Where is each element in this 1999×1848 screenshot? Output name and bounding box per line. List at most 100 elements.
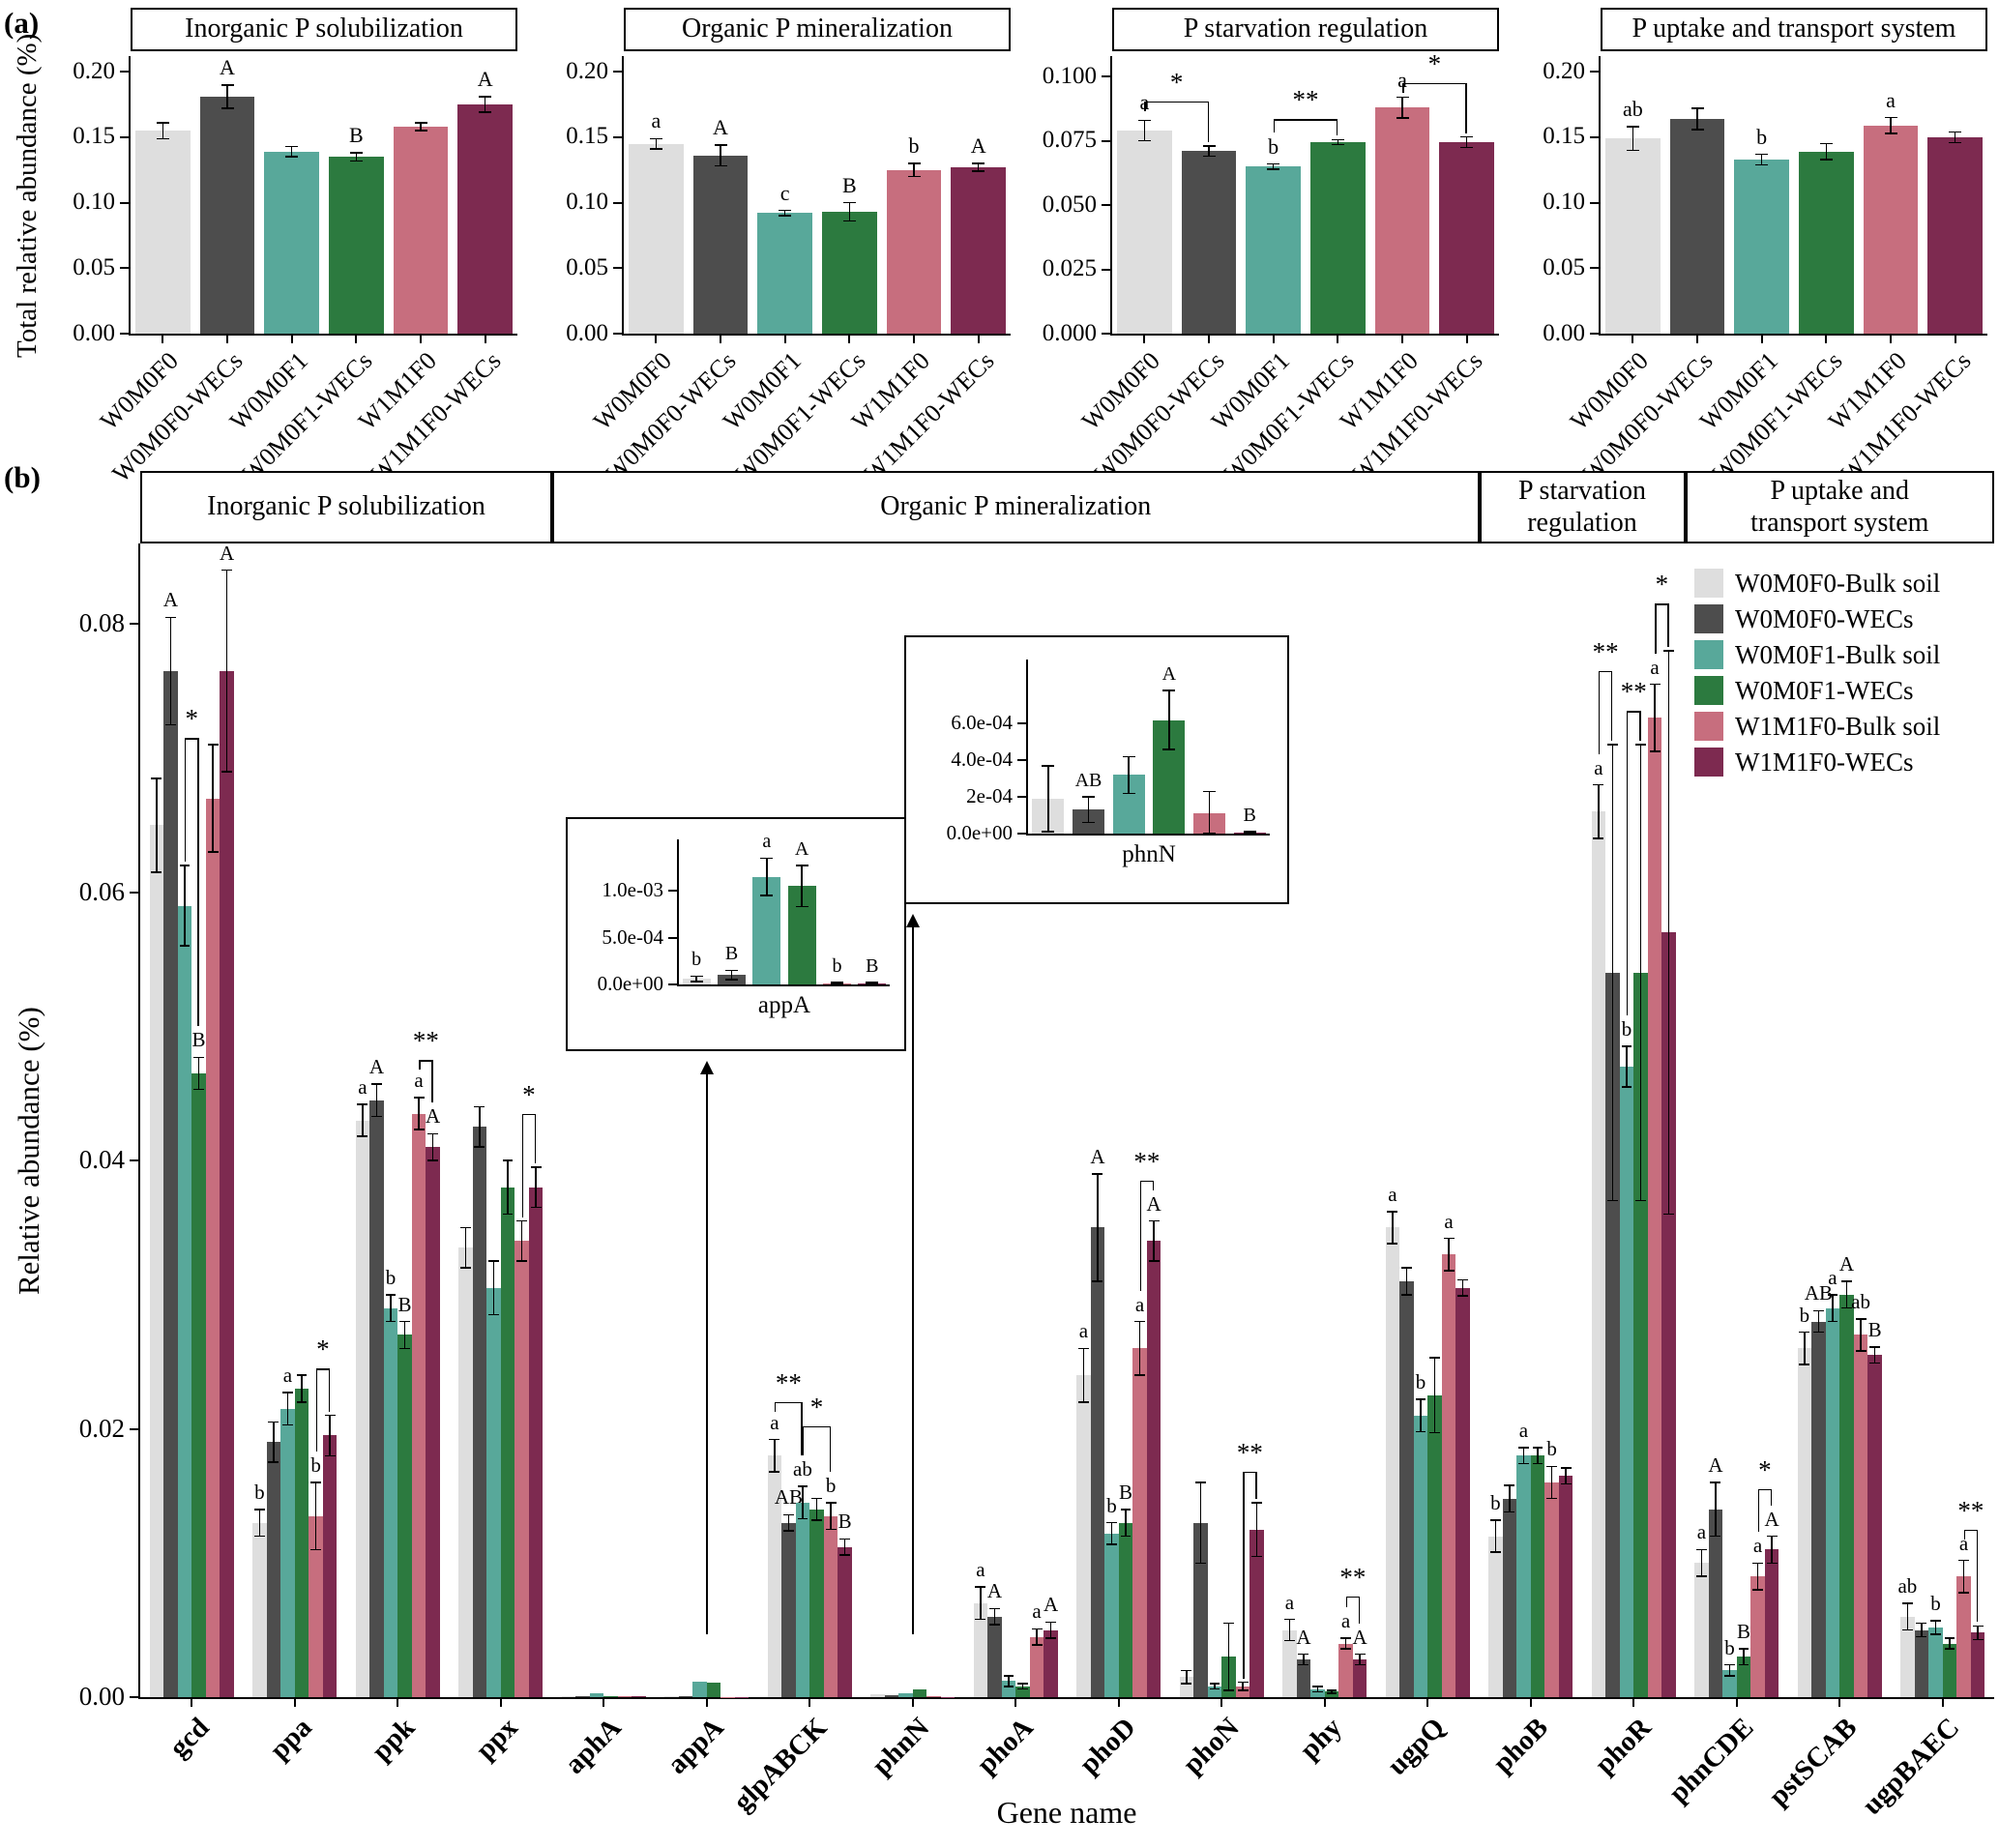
error-bar — [1153, 1220, 1155, 1262]
x-axis — [138, 1697, 1994, 1699]
error-bar-cap — [1003, 1686, 1014, 1687]
error-bar — [1654, 684, 1656, 752]
error-bar-cap — [1251, 1502, 1263, 1504]
error-bar-cap — [1460, 146, 1474, 149]
error-bar — [871, 983, 873, 984]
error-bar-cap — [866, 983, 879, 985]
error-bar-cap — [1251, 1555, 1263, 1558]
sig-letter: a — [1696, 1520, 1707, 1544]
legend-label: W0M0F0-Bulk soil — [1735, 569, 1941, 598]
error-bar — [1626, 1046, 1628, 1087]
error-bar-cap — [1752, 1562, 1764, 1565]
bar — [1928, 1627, 1943, 1697]
error-bar — [1316, 1686, 1319, 1692]
sig-letter: A — [1161, 663, 1177, 686]
sig-letter: B — [866, 955, 879, 978]
error-bar — [390, 1294, 392, 1322]
arrow-line-icon — [911, 925, 914, 1634]
error-bar — [1049, 1622, 1052, 1638]
error-bar-cap — [1203, 833, 1216, 835]
error-bar-cap — [1209, 1683, 1220, 1685]
error-bar-cap — [1387, 1243, 1398, 1245]
x-tick-label: phoB — [1486, 1712, 1554, 1779]
sig-bracket — [1655, 603, 1657, 654]
sig-letter: A — [220, 54, 235, 79]
sig-label: ** — [1339, 1562, 1367, 1592]
error-bar — [1728, 1664, 1731, 1676]
bar — [528, 1187, 544, 1697]
error-bar-cap — [1819, 142, 1833, 145]
error-bar-cap — [1518, 1462, 1529, 1465]
error-bar-cap — [825, 1502, 837, 1504]
error-bar-cap — [282, 1423, 293, 1426]
x-tick — [808, 1699, 811, 1707]
bar — [692, 1682, 707, 1697]
y-tick-label: 5.0e-04 — [602, 924, 663, 949]
error-bar — [1392, 1211, 1394, 1245]
sig-letter: a — [1886, 87, 1896, 112]
legend-label: W0M0F1-Bulk soil — [1735, 640, 1941, 669]
error-bar-cap — [1504, 1511, 1515, 1513]
section-header: P uptake and transport system — [1685, 471, 1994, 543]
sig-bracket — [184, 738, 187, 862]
y-tick-label: 0.050 — [1042, 191, 1097, 218]
y-tick — [668, 890, 677, 893]
error-bar-cap — [1396, 117, 1409, 119]
y-tick — [1102, 204, 1110, 207]
error-bar-cap — [516, 1219, 528, 1222]
error-bar-cap — [310, 1548, 322, 1551]
bar — [486, 1287, 501, 1697]
error-bar — [1008, 1675, 1010, 1687]
error-bar-cap — [530, 1166, 542, 1168]
bar — [1249, 1529, 1264, 1697]
error-bar-cap — [1134, 1320, 1146, 1323]
error-bar-cap — [530, 1206, 542, 1209]
error-bar-cap — [866, 982, 879, 983]
error-bar — [314, 1482, 317, 1550]
error-bar-cap — [825, 1528, 837, 1531]
bar — [1181, 151, 1237, 334]
sig-label: ** — [775, 1367, 802, 1397]
y-tick — [130, 1159, 138, 1162]
error-bar-cap — [1560, 1467, 1572, 1469]
sig-bracket — [1667, 603, 1669, 647]
error-bar-cap — [769, 1438, 780, 1441]
error-bar-cap — [649, 137, 662, 140]
sig-letter: a — [1388, 1182, 1397, 1206]
sig-bracket — [184, 738, 199, 740]
y-tick — [1017, 759, 1026, 762]
sig-letter: b — [832, 955, 842, 978]
y-tick-label: 0.10 — [1543, 189, 1585, 216]
error-bar-cap — [1137, 139, 1151, 142]
error-bar-cap — [1841, 1280, 1852, 1282]
x-axis — [1110, 334, 1499, 336]
bar — [603, 1695, 618, 1697]
error-bar-cap — [156, 137, 169, 140]
error-bar-cap — [370, 1083, 382, 1085]
error-bar — [836, 983, 838, 984]
x-tick — [1760, 336, 1763, 343]
error-bar — [787, 1514, 790, 1531]
sig-letter: b — [385, 1265, 397, 1289]
error-bar-cap — [1082, 796, 1095, 798]
bar — [1605, 972, 1620, 1697]
y-tick-label: 0.04 — [78, 1145, 125, 1175]
bar — [1015, 1686, 1030, 1697]
y-tick — [1017, 833, 1026, 835]
y-tick-label: 4.0e-04 — [951, 748, 1013, 772]
sig-letter: A — [713, 115, 728, 140]
bar — [589, 1692, 604, 1697]
legend-label: W1M1F0-WECs — [1735, 748, 1914, 777]
bar — [294, 1388, 309, 1697]
sig-letter: a — [651, 108, 661, 133]
error-bar-cap — [1884, 132, 1897, 134]
sig-bracket — [521, 1113, 537, 1116]
y-tick — [1102, 139, 1110, 142]
error-bar-cap — [1799, 1331, 1810, 1334]
y-tick-label: 0.05 — [1543, 253, 1585, 280]
bar — [1750, 1576, 1765, 1697]
error-bar-cap — [1504, 1484, 1515, 1486]
bar — [1001, 1681, 1016, 1697]
section-header: Organic P mineralization — [552, 471, 1480, 543]
error-bar — [1832, 1294, 1834, 1322]
